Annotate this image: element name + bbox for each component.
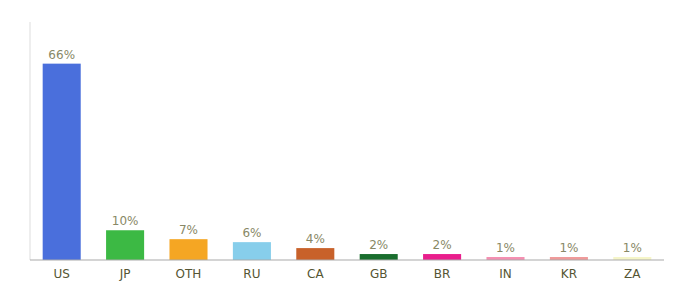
bar <box>360 254 398 260</box>
data-label: 1% <box>559 241 578 255</box>
bar <box>233 242 271 260</box>
data-label: 10% <box>112 214 139 228</box>
x-tick-label: JP <box>119 267 131 281</box>
y-axis-line <box>30 22 31 260</box>
data-label: 1% <box>623 241 642 255</box>
data-label: 2% <box>433 238 452 252</box>
x-tick-label: CA <box>307 267 324 281</box>
bar <box>43 64 81 260</box>
bar <box>296 248 334 260</box>
bar <box>106 230 144 260</box>
x-tick-label: GB <box>370 267 388 281</box>
data-label: 1% <box>496 241 515 255</box>
x-tick-label: IN <box>499 267 512 281</box>
data-label: 6% <box>242 226 261 240</box>
x-tick-label: BR <box>434 267 451 281</box>
x-tick-label: ZA <box>624 267 641 281</box>
data-label: 2% <box>369 238 388 252</box>
bar <box>423 254 461 260</box>
bars <box>43 64 652 260</box>
data-label: 7% <box>179 223 198 237</box>
chart: US JP OTH RU CA GB BR IN KR ZA 66% 10% 7% 6% 4% 2% 2% 1% 1… <box>0 0 680 300</box>
x-tick-label: US <box>53 267 69 281</box>
data-label: 66% <box>48 48 75 62</box>
data-label: 4% <box>306 232 325 246</box>
x-tick-label: KR <box>561 267 577 281</box>
x-axis-line <box>30 259 664 260</box>
bar <box>169 239 207 260</box>
x-tick-label: RU <box>243 267 260 281</box>
x-tick-label: OTH <box>176 267 202 281</box>
